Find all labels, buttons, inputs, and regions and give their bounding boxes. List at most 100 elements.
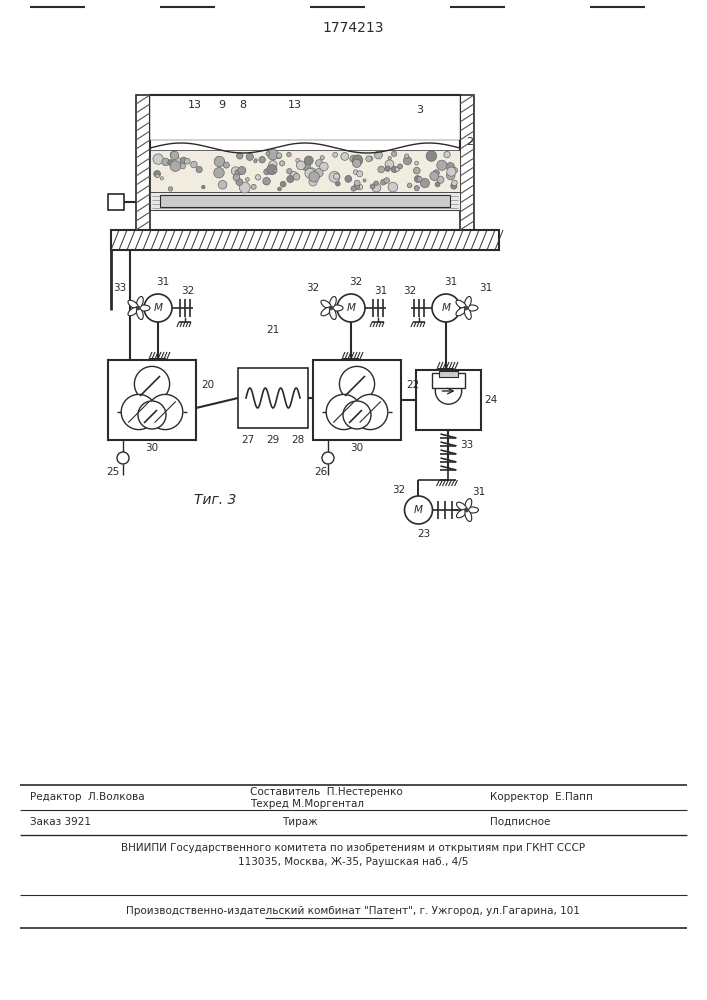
Circle shape [407, 183, 412, 188]
Text: 2: 2 [467, 137, 474, 147]
Text: 29: 29 [267, 435, 280, 445]
Text: 32: 32 [392, 485, 405, 495]
Text: 23: 23 [417, 529, 430, 539]
Text: 21: 21 [267, 325, 280, 335]
Circle shape [326, 394, 361, 430]
Bar [136, 95, 150, 230]
Ellipse shape [321, 300, 332, 309]
Circle shape [339, 366, 375, 402]
Text: 28: 28 [291, 435, 305, 445]
Text: 25: 25 [106, 467, 119, 477]
Circle shape [276, 153, 282, 158]
Circle shape [391, 166, 397, 173]
Text: Редактор  Л.Волкова: Редактор Л.Волкова [30, 792, 145, 802]
Bar [150, 150, 460, 192]
Circle shape [291, 171, 298, 179]
Circle shape [372, 183, 381, 192]
Circle shape [333, 152, 337, 157]
Circle shape [363, 179, 366, 182]
Circle shape [233, 174, 240, 181]
Circle shape [352, 155, 363, 165]
Circle shape [223, 162, 229, 168]
Circle shape [375, 151, 382, 159]
Text: Заказ 3921: Заказ 3921 [30, 817, 91, 827]
Circle shape [214, 156, 225, 167]
Circle shape [263, 177, 270, 185]
Circle shape [341, 153, 349, 160]
Circle shape [435, 182, 440, 187]
Circle shape [245, 178, 250, 181]
Circle shape [274, 169, 277, 172]
Circle shape [354, 180, 360, 186]
Circle shape [255, 159, 257, 162]
Circle shape [246, 153, 253, 160]
Circle shape [180, 164, 185, 169]
Circle shape [437, 160, 447, 170]
Ellipse shape [456, 307, 467, 316]
Circle shape [168, 160, 174, 166]
Circle shape [240, 182, 250, 193]
Circle shape [134, 366, 170, 402]
Circle shape [287, 176, 294, 183]
Circle shape [235, 170, 240, 176]
Circle shape [451, 183, 457, 189]
Circle shape [374, 181, 378, 186]
Circle shape [138, 401, 166, 429]
Circle shape [279, 161, 285, 166]
Circle shape [320, 156, 325, 160]
Text: Корректор  Е.Папп: Корректор Е.Папп [490, 792, 593, 802]
Circle shape [351, 186, 356, 191]
Circle shape [309, 178, 317, 186]
Circle shape [144, 294, 172, 322]
Circle shape [404, 154, 409, 158]
Circle shape [414, 167, 420, 174]
Text: 31: 31 [375, 286, 387, 296]
Text: 3: 3 [416, 105, 423, 115]
Text: M: M [153, 303, 163, 313]
Circle shape [117, 452, 129, 464]
Circle shape [305, 168, 315, 178]
Circle shape [447, 171, 455, 180]
Circle shape [320, 162, 328, 171]
Circle shape [296, 161, 305, 170]
Circle shape [430, 172, 439, 181]
Circle shape [287, 152, 291, 157]
Text: 24: 24 [484, 395, 498, 405]
Circle shape [175, 158, 181, 164]
Circle shape [276, 154, 281, 159]
Circle shape [278, 187, 281, 191]
Circle shape [350, 155, 357, 162]
Circle shape [218, 180, 227, 189]
Text: 32: 32 [306, 283, 320, 293]
Circle shape [269, 161, 277, 169]
Circle shape [354, 170, 358, 174]
Text: 31: 31 [156, 277, 170, 287]
Circle shape [426, 151, 437, 161]
Circle shape [196, 166, 202, 173]
Ellipse shape [464, 297, 472, 308]
Bar [439, 371, 458, 377]
Circle shape [329, 306, 333, 310]
Circle shape [315, 160, 322, 167]
Circle shape [436, 378, 462, 404]
Bar [416, 370, 481, 430]
Circle shape [370, 184, 375, 189]
Circle shape [168, 187, 173, 191]
Text: Производственно-издательский комбинат "Патент", г. Ужгород, ул.Гагарина, 101: Производственно-издательский комбинат "П… [126, 906, 580, 916]
Text: 32: 32 [182, 286, 194, 296]
Circle shape [464, 306, 468, 310]
Circle shape [368, 156, 373, 161]
Circle shape [236, 179, 243, 186]
Text: 1774213: 1774213 [322, 21, 384, 35]
Ellipse shape [329, 308, 337, 319]
Circle shape [395, 167, 399, 171]
Ellipse shape [128, 300, 139, 309]
Ellipse shape [457, 509, 467, 518]
Circle shape [255, 175, 261, 180]
Circle shape [392, 151, 397, 156]
Text: 8: 8 [240, 100, 247, 110]
Bar [160, 195, 450, 207]
Text: Техред М.Моргентал: Техред М.Моргентал [250, 799, 364, 809]
Ellipse shape [457, 502, 467, 511]
Circle shape [231, 167, 240, 175]
